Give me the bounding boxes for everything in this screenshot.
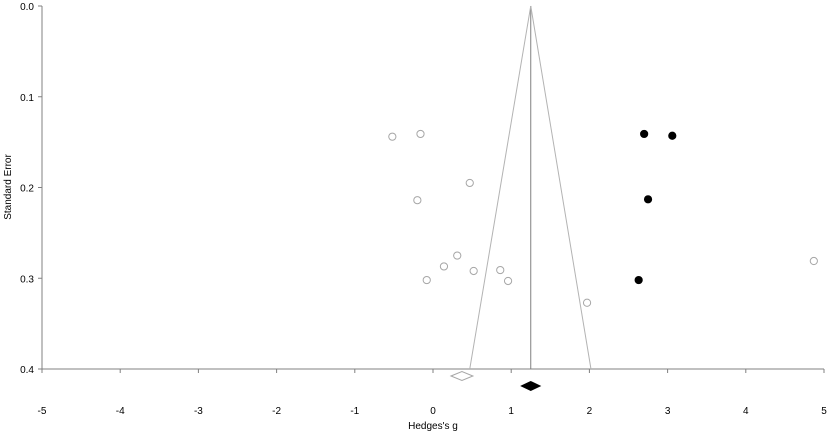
- observed-summary-diamond: [449, 370, 475, 382]
- y-tick-label: 0.0: [20, 2, 34, 13]
- funnel-lines: [469, 5, 592, 370]
- y-axis-ticks: 0.0 0.1 0.2 0.3 0.4: [20, 2, 42, 376]
- plot-area: [41, 6, 824, 370]
- y-tick-label: 0.4: [20, 365, 34, 376]
- observed-study-point: [469, 266, 478, 276]
- x-tick-label: 0: [430, 406, 436, 417]
- observed-study-point: [416, 129, 425, 139]
- imputed-study-point: [643, 195, 653, 204]
- summary-diamonds: [449, 370, 542, 392]
- x-tick-label: 4: [743, 406, 749, 417]
- study-points: [388, 129, 818, 307]
- x-tick-label: 2: [587, 406, 593, 417]
- x-tick-label: -1: [350, 406, 359, 417]
- observed-study-point: [453, 251, 462, 260]
- adjusted-summary-diamond: [520, 380, 542, 392]
- x-tick-label: -4: [116, 406, 125, 417]
- observed-study-point: [809, 256, 818, 266]
- y-tick-label: 0.2: [20, 184, 34, 195]
- x-tick-label: -3: [194, 406, 203, 417]
- imputed-study-point: [668, 131, 677, 140]
- x-axis-ticks: -5 -4 -3 -2 -1 0 1 2 3 4 5: [38, 369, 827, 417]
- x-axis-title: Hedges's g: [408, 421, 458, 432]
- x-tick-label: 1: [508, 406, 514, 417]
- observed-study-point: [388, 132, 397, 141]
- observed-study-point: [413, 196, 422, 205]
- observed-study-point: [503, 276, 513, 286]
- x-tick-label: -5: [38, 406, 47, 417]
- funnel-left-line: [469, 5, 532, 370]
- observed-study-point: [465, 178, 474, 188]
- observed-study-point: [496, 265, 505, 275]
- x-tick-label: -2: [272, 406, 281, 417]
- funnel-right-line: [530, 5, 592, 370]
- observed-study-point: [422, 275, 431, 285]
- y-axis-title: Standard Error: [3, 154, 14, 220]
- y-tick-label: 0.3: [20, 274, 34, 285]
- x-tick-label: 5: [821, 406, 827, 417]
- imputed-study-point: [640, 129, 649, 139]
- y-tick-label: 0.1: [20, 93, 34, 104]
- imputed-study-point: [634, 275, 643, 285]
- observed-study-point: [582, 298, 592, 307]
- observed-study-point: [439, 262, 449, 271]
- x-tick-label: 3: [665, 406, 671, 417]
